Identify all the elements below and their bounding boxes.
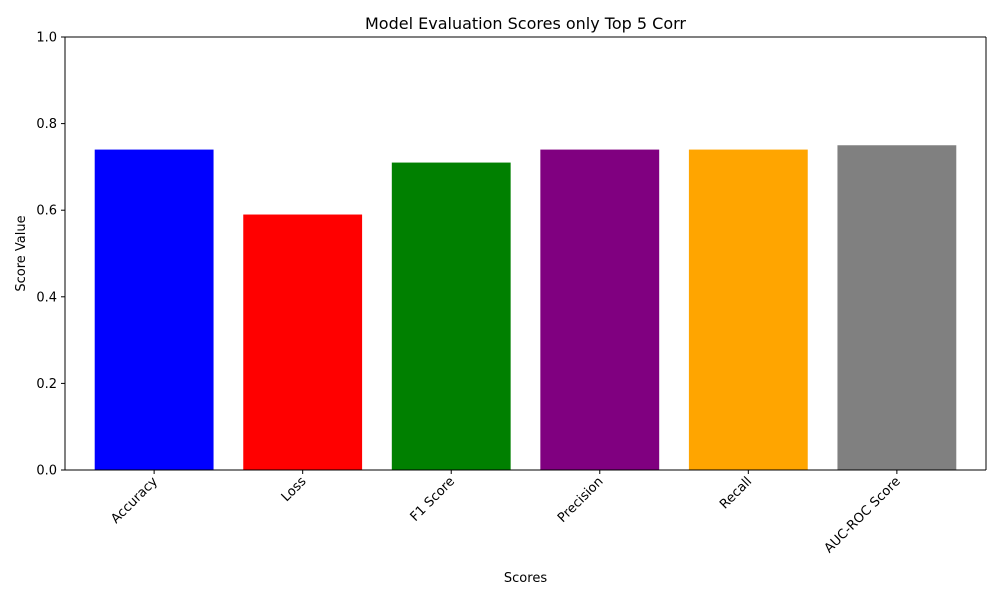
y-tick-label: 1.0	[36, 31, 57, 46]
y-tick-label: 0.2	[36, 377, 57, 392]
y-tick-label: 0.8	[36, 117, 57, 132]
bar-recall	[688, 149, 808, 470]
bar-f1-score	[391, 162, 511, 470]
axes-group	[64, 36, 987, 471]
y-axis-label: Score Value	[14, 215, 29, 291]
x-axis-label: Scores	[504, 571, 547, 586]
bars-group	[94, 145, 957, 470]
bar-loss	[243, 214, 363, 470]
y-tick-label: 0.6	[36, 204, 57, 219]
y-ticks-group: 0.0 0.2 0.4 0.6 0.8 1.0	[36, 31, 65, 479]
y-tick-label: 0.4	[36, 290, 57, 305]
chart-title: Model Evaluation Scores only Top 5 Corr	[365, 14, 686, 33]
y-tick-label: 0.0	[36, 464, 57, 479]
bar-precision	[540, 149, 660, 470]
bar-accuracy	[94, 149, 214, 470]
bar-auc-roc-score	[837, 145, 957, 470]
